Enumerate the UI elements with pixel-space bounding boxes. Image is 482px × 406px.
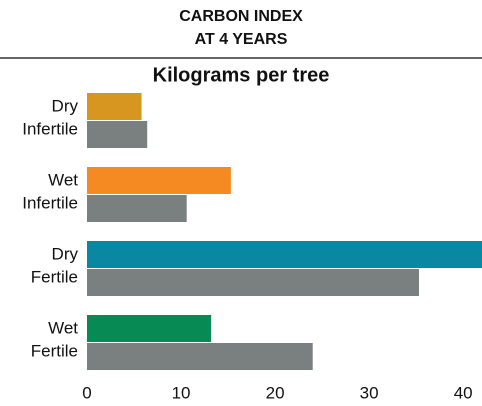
y-tick-label: Infertile [22, 119, 78, 138]
bar [87, 343, 313, 370]
bar [87, 315, 212, 342]
chart-title: AT 4 YEARS [195, 31, 288, 48]
x-tick-label: 20 [266, 383, 285, 402]
chart-subtitle: Kilograms per tree [153, 64, 330, 86]
y-tick-label: Wet [48, 318, 78, 337]
bar [87, 167, 231, 194]
x-tick-label: 10 [172, 383, 191, 402]
y-tick-label: Fertile [31, 267, 78, 286]
bar [87, 121, 148, 148]
bar [87, 195, 187, 222]
y-tick-label: Fertile [31, 341, 78, 360]
chart-title: CARBON INDEX [179, 8, 303, 25]
y-tick-label: Infertile [22, 193, 78, 212]
y-tick-label: Dry [52, 96, 79, 115]
bar [87, 93, 142, 120]
y-tick-label: Wet [48, 170, 78, 189]
x-tick-label: 0 [82, 383, 91, 402]
y-tick-label: Dry [52, 244, 79, 263]
x-tick-label: 30 [360, 383, 379, 402]
x-tick-label: 40 [454, 383, 473, 402]
bar [87, 241, 482, 268]
bar [87, 269, 419, 296]
